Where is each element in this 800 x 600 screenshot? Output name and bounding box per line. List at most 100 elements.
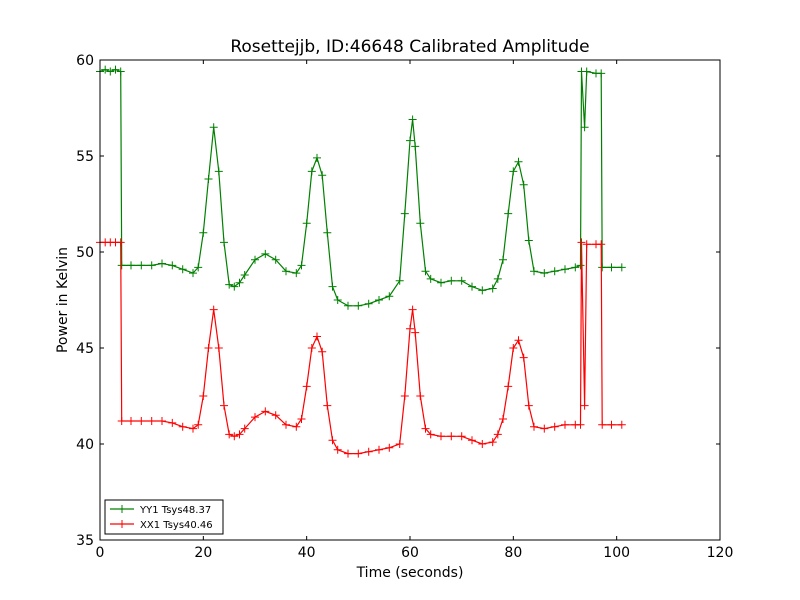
data-point (323, 401, 332, 410)
data-point (318, 347, 327, 356)
data-point (261, 249, 270, 258)
series-0 (96, 65, 626, 310)
data-point (240, 271, 249, 279)
data-point (297, 261, 306, 270)
data-point (411, 142, 420, 151)
data-point (478, 440, 487, 448)
data-point (147, 417, 156, 425)
data-point (395, 276, 404, 285)
data-point (127, 417, 135, 425)
data-point (421, 424, 430, 433)
legend: YY1 Tsys48.37 XX1 Tsys40.46 (104, 499, 224, 535)
data-point (509, 344, 518, 352)
data-point (385, 292, 394, 301)
y-axis-label: Power in Kelvin (55, 247, 71, 353)
data-point (251, 413, 259, 422)
data-point (313, 332, 321, 341)
data-point (137, 417, 146, 425)
series-layer (96, 65, 626, 458)
data-point (550, 422, 559, 431)
data-point (411, 328, 420, 337)
data-point (493, 274, 502, 283)
series-1 (96, 238, 626, 458)
data-point (426, 274, 435, 283)
data-point (576, 261, 585, 270)
data-point (457, 432, 466, 441)
data-point (189, 269, 197, 278)
data-point (225, 430, 234, 439)
data-point (147, 261, 156, 270)
data-point (333, 445, 342, 454)
data-point (400, 209, 409, 218)
data-point (504, 382, 513, 391)
data-point (194, 420, 203, 429)
data-point (189, 424, 197, 433)
data-point (598, 420, 607, 429)
data-point (437, 432, 445, 441)
data-point (416, 392, 425, 400)
data-point (261, 407, 270, 416)
data-point (158, 417, 166, 425)
data-point (447, 432, 456, 441)
data-point (504, 209, 513, 218)
legend-label: YY1 Tsys48.37 (139, 505, 211, 516)
data-point (127, 261, 135, 270)
data-point (209, 123, 218, 132)
data-point (214, 344, 223, 352)
data-point (225, 280, 234, 289)
chart-title: Rosettejjb, ID:46648 Calibrated Amplitud… (230, 37, 589, 57)
data-point (514, 157, 523, 166)
data-point (333, 296, 342, 304)
data-point (514, 336, 523, 345)
data-point (307, 167, 316, 176)
series-line (99, 68, 622, 307)
data-point (598, 263, 607, 272)
data-point (230, 282, 239, 291)
data-point (137, 261, 146, 270)
data-point (344, 301, 352, 310)
legend-marker (118, 520, 126, 528)
data-point (302, 219, 311, 228)
data-point (209, 305, 218, 314)
data-point (271, 411, 280, 420)
data-point (344, 449, 352, 458)
x-tick-label: 0 (96, 545, 105, 561)
data-point (488, 284, 497, 293)
y-tick-label: 55 (76, 149, 94, 165)
data-point (395, 440, 404, 448)
data-point (235, 278, 244, 287)
data-point (318, 171, 327, 180)
data-point (540, 269, 549, 278)
data-point (235, 430, 244, 439)
data-point (580, 401, 589, 410)
data-point (406, 136, 414, 145)
data-point (478, 286, 487, 295)
data-point (457, 276, 466, 285)
tick-layer: 0 20 40 60 80 100 120 35 40 45 50 55 60 (76, 53, 733, 561)
data-point (364, 299, 373, 308)
data-point (617, 420, 626, 429)
data-point (447, 276, 456, 285)
data-point (194, 263, 203, 272)
data-point (561, 420, 569, 429)
data-point (408, 115, 417, 124)
data-point (576, 420, 585, 429)
data-point (328, 436, 337, 445)
data-point (530, 267, 538, 276)
data-point (408, 305, 417, 314)
data-point (561, 265, 569, 274)
data-point (426, 430, 435, 439)
data-point (282, 267, 290, 276)
data-point (540, 424, 549, 433)
legend-marker (118, 505, 126, 513)
data-point (364, 447, 373, 456)
data-point (468, 436, 476, 445)
data-point (282, 420, 290, 429)
data-point (524, 401, 533, 410)
data-point (158, 259, 166, 268)
y-tick-label: 35 (76, 533, 94, 549)
data-point (597, 240, 606, 249)
data-point (385, 443, 394, 452)
data-point (597, 69, 606, 78)
